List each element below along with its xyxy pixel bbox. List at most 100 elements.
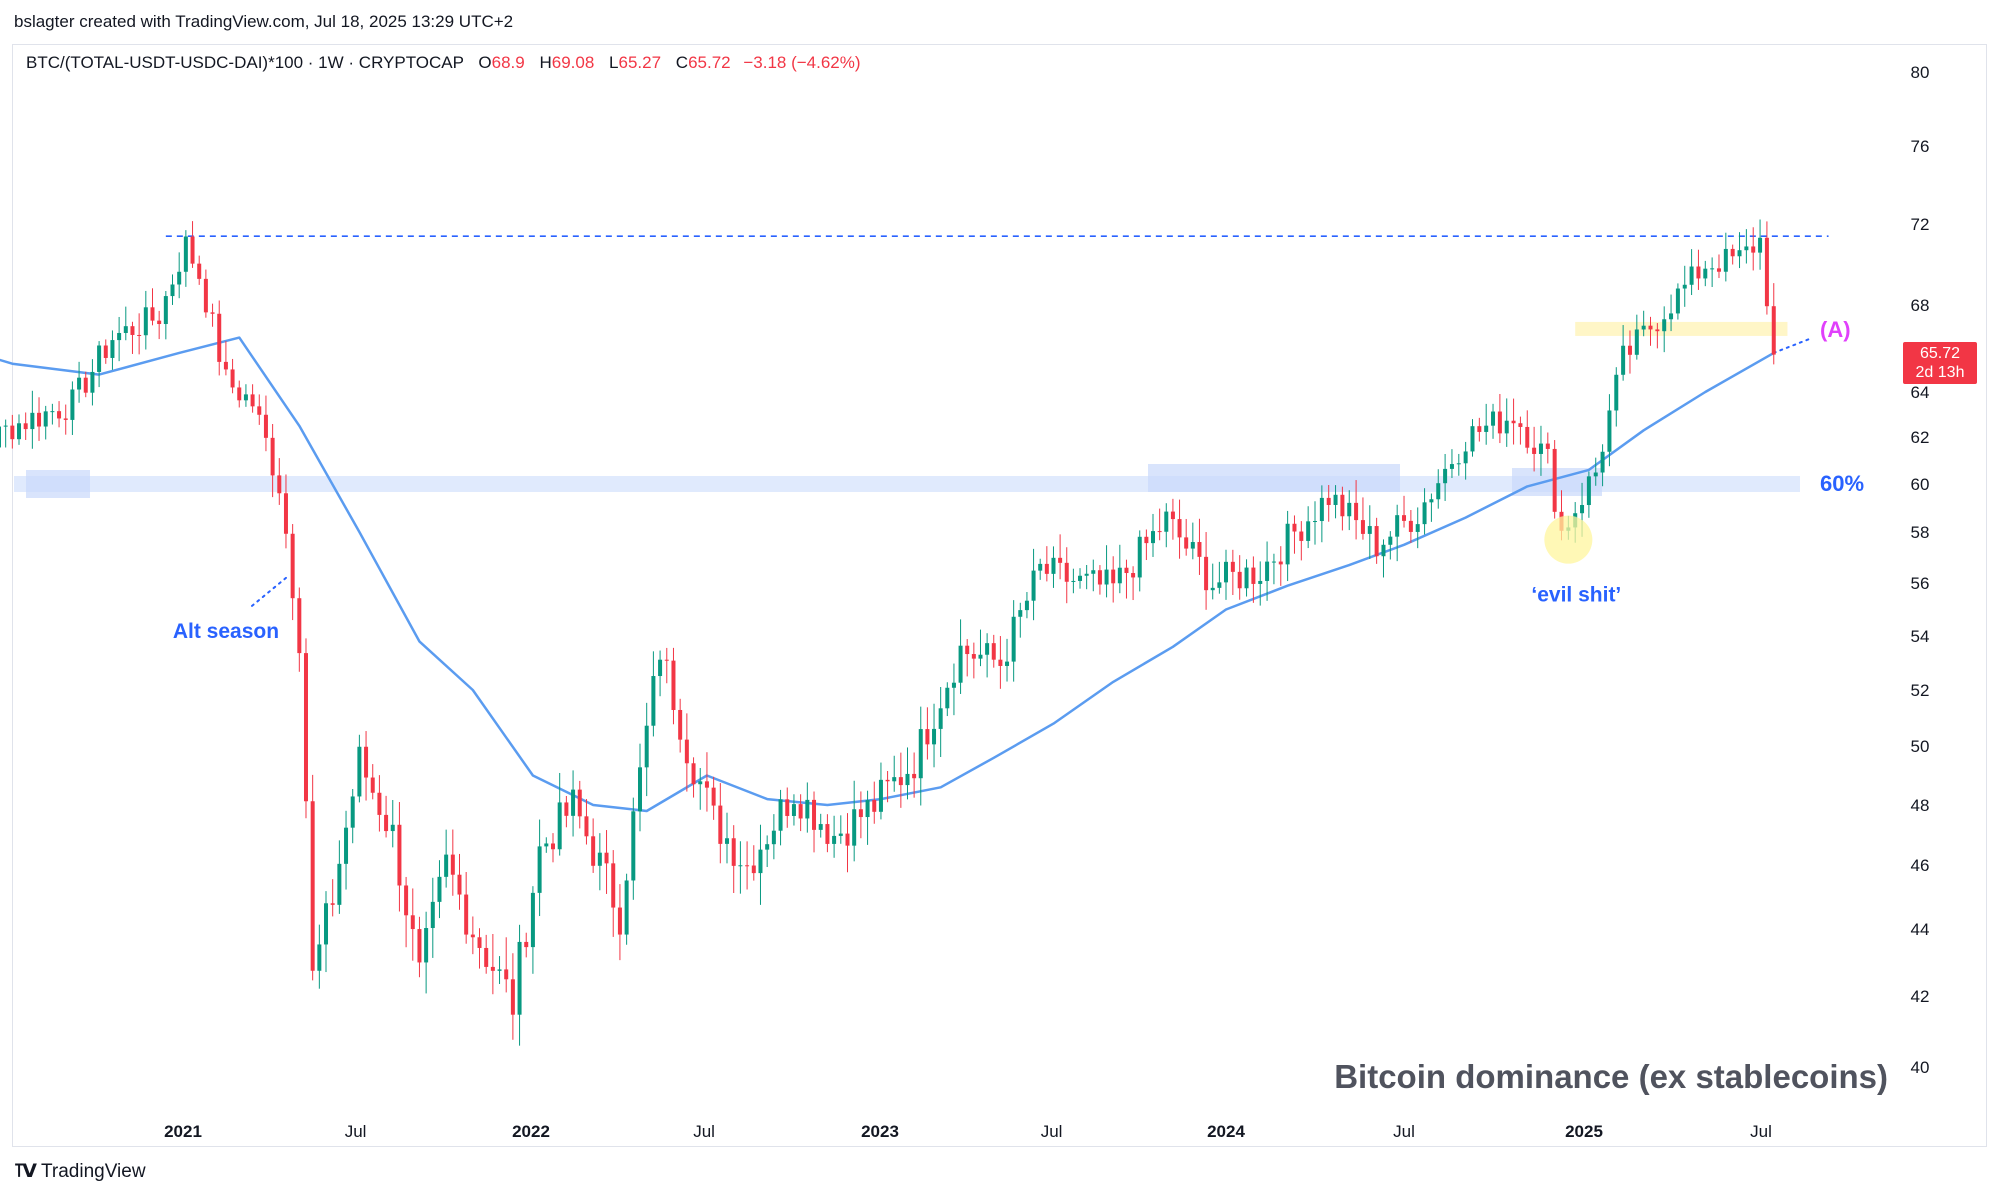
zone-a: [1575, 321, 1788, 336]
candle-body: [1104, 569, 1109, 585]
candle-body: [564, 802, 569, 816]
candle-body: [270, 437, 275, 476]
candle-body: [631, 811, 636, 881]
last-price-tag: 65.72 2d 13h: [1903, 342, 1977, 384]
open-value: 68.9: [491, 53, 525, 72]
candle-body: [23, 423, 28, 430]
candle-body: [971, 654, 976, 659]
candle-body: [1758, 237, 1763, 253]
candle-body: [210, 312, 215, 314]
support-bands: 60% (A): [14, 235, 1864, 498]
candle-body: [530, 892, 535, 948]
candle-body: [1593, 472, 1598, 477]
y-tick-label: 48: [1911, 796, 1930, 815]
candle-body: [1552, 448, 1557, 512]
candle-body: [1730, 248, 1735, 257]
candle-body: [424, 928, 429, 963]
y-tick-label: 72: [1911, 215, 1930, 234]
candle-body: [1011, 616, 1016, 662]
candle-body: [898, 777, 903, 786]
candle-body: [1429, 499, 1434, 503]
candle-body: [832, 835, 837, 844]
y-tick-label: 76: [1911, 137, 1930, 156]
candle-body: [738, 865, 743, 867]
candle-body: [858, 809, 863, 818]
candle-body: [1347, 502, 1352, 517]
candle-body: [1538, 443, 1543, 454]
candle-body: [303, 653, 308, 802]
candle-body: [190, 236, 195, 264]
candle-body: [544, 843, 549, 847]
candle-body: [237, 387, 242, 401]
y-tick-label: 42: [1911, 987, 1930, 1006]
candle-body: [798, 804, 803, 819]
candle-body: [1210, 587, 1215, 591]
candle-body: [892, 777, 897, 782]
candle-body: [557, 802, 562, 850]
candle-body: [444, 854, 449, 877]
candle-body: [751, 865, 756, 874]
candle-body: [1265, 561, 1270, 581]
candle-body: [410, 915, 415, 930]
candle-body: [283, 493, 288, 534]
candle-body: [1641, 325, 1646, 330]
alt-season-pointer: [250, 576, 287, 607]
candle-body: [344, 827, 349, 864]
candle-body: [1614, 374, 1619, 411]
candle-body: [1655, 329, 1660, 332]
tradingview-icon: ⊺𝗩: [14, 1161, 37, 1182]
candle-body: [457, 874, 462, 895]
moving-average-layer: [0, 336, 1813, 813]
candle-body: [671, 660, 676, 710]
candle-body: [63, 418, 68, 420]
candle-body: [497, 969, 502, 971]
candle-body: [1340, 494, 1345, 517]
candle-body: [1737, 250, 1742, 257]
x-tick-label: Jul: [1750, 1122, 1772, 1141]
y-tick-label: 56: [1911, 574, 1930, 593]
candle-body: [1278, 561, 1283, 565]
chart-frame: [12, 44, 1987, 1147]
candle-body: [1285, 523, 1290, 565]
candle-body: [350, 796, 355, 828]
last-price: 65.72: [1919, 345, 1961, 362]
candle-body: [90, 371, 95, 393]
annotation-evil-shit: ‘evil shit’: [1531, 584, 1621, 607]
candle-body: [1545, 443, 1550, 449]
candle-body: [137, 334, 142, 336]
candle-body: [878, 779, 883, 812]
candle-body: [1144, 536, 1149, 544]
candle-body: [1532, 447, 1537, 454]
tradingview-logo[interactable]: ⊺𝗩 TradingView: [14, 1160, 146, 1183]
candle-body: [430, 901, 435, 929]
candle-body: [404, 885, 409, 916]
chart-title-watermark: Bitcoin dominance (ex stablecoins): [1334, 1058, 1888, 1095]
candle-body: [638, 767, 643, 812]
low-label: L: [609, 53, 619, 72]
level-label-60: 60%: [1820, 471, 1864, 496]
x-tick-label: Jul: [1393, 1122, 1415, 1141]
candle-body: [1716, 268, 1721, 272]
candle-body: [1097, 570, 1102, 585]
candles-layer: [0, 219, 1776, 1046]
candle-body: [1682, 284, 1687, 289]
candle-body: [1031, 570, 1036, 601]
candle-body: [230, 369, 235, 388]
candle-body: [872, 800, 877, 812]
y-tick-label: 40: [1911, 1058, 1930, 1077]
candle-body: [1244, 567, 1249, 589]
candle-body: [725, 838, 730, 844]
candle-body: [1117, 567, 1122, 584]
x-tick-label: Jul: [693, 1122, 715, 1141]
candle-body: [0, 426, 1, 448]
candle-body: [1204, 556, 1209, 591]
candle-body: [484, 947, 489, 967]
candle-body: [1484, 425, 1489, 432]
candle-body: [658, 659, 663, 677]
candle-body: [1648, 325, 1653, 330]
candle-body: [1217, 582, 1222, 588]
symbol-label[interactable]: BTC/(TOTAL-USDT-USDC-DAI)*100 · 1W · CRY…: [26, 53, 464, 72]
candle-body: [1525, 426, 1530, 448]
candle-body: [10, 425, 15, 440]
